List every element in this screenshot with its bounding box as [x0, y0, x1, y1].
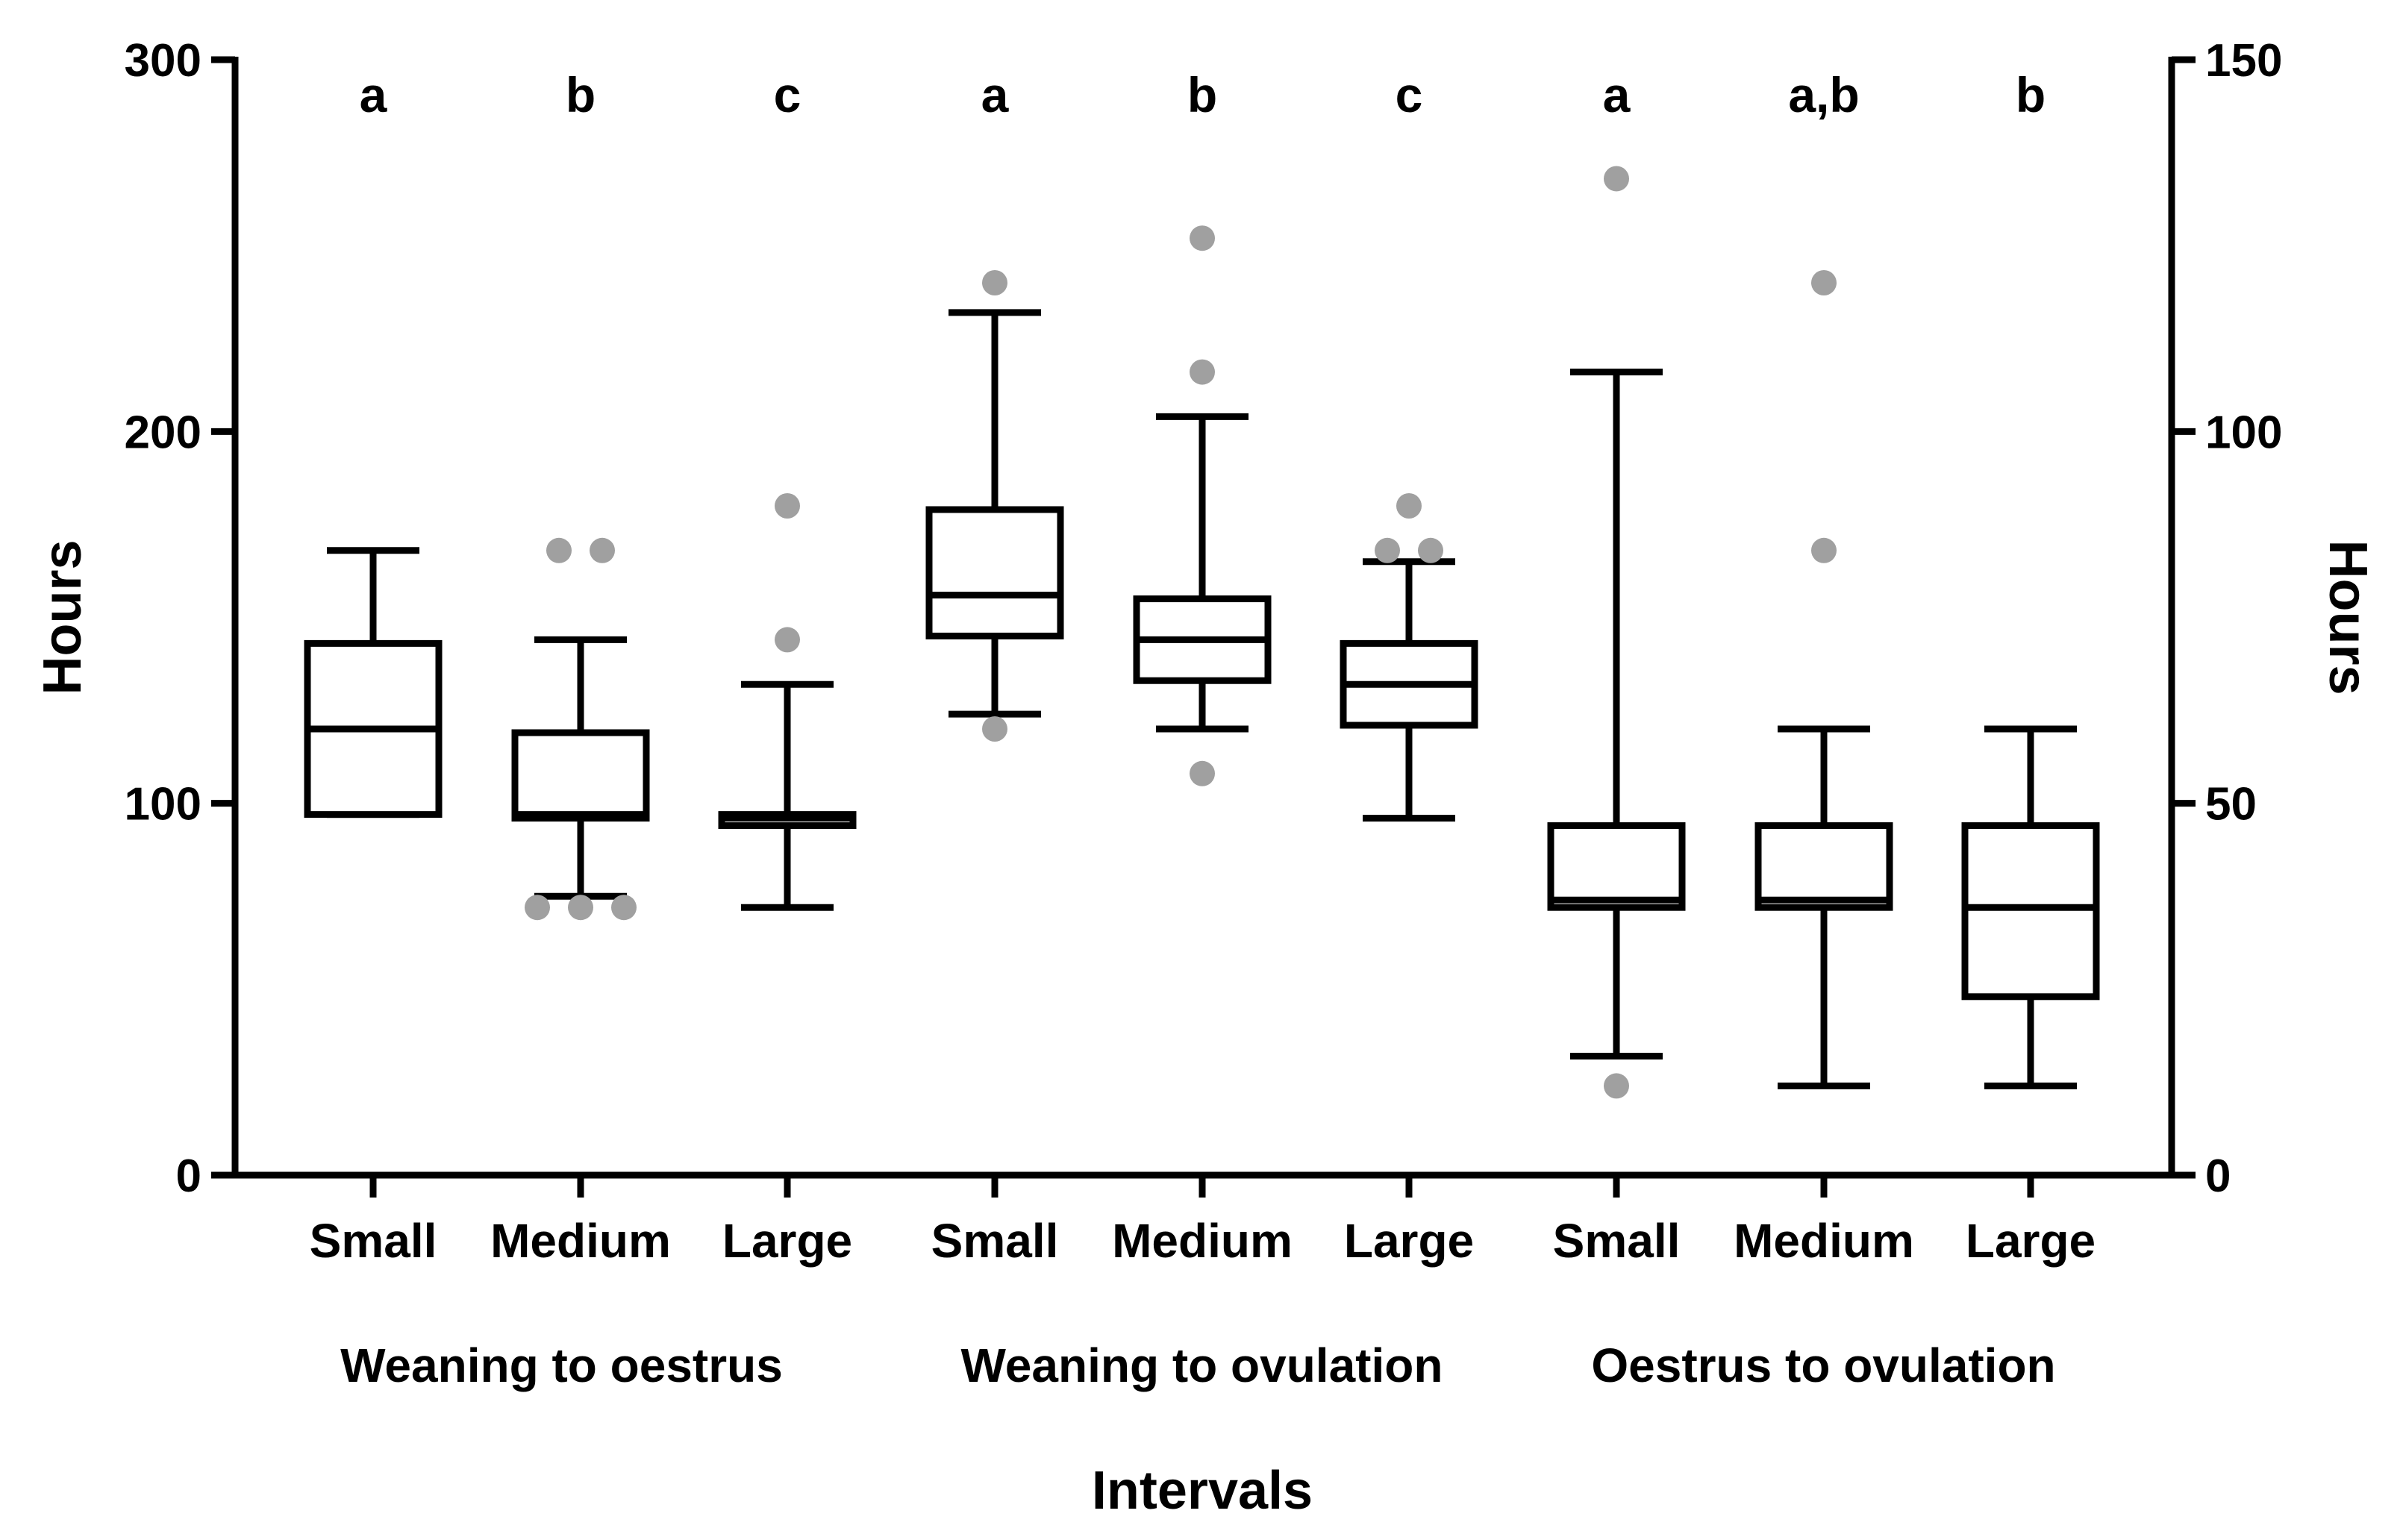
- right-y-tick-label: 150: [2205, 35, 2282, 87]
- right-y-axis-title: Hours: [2318, 539, 2378, 695]
- category-label: Medium: [1734, 1214, 1914, 1268]
- outlier-point: [1190, 359, 1215, 385]
- outlier-point: [1604, 1073, 1629, 1099]
- category-label: Small: [310, 1214, 437, 1268]
- left-y-tick-label: 200: [125, 407, 201, 458]
- box-weaning-to-ovulation-small: [925, 270, 1064, 742]
- right-y-tick-label: 100: [2205, 407, 2282, 458]
- significance-letter: a: [981, 67, 1010, 122]
- outlier-point: [525, 895, 550, 921]
- left-y-tick-label: 100: [125, 779, 201, 830]
- outlier-point: [1604, 166, 1629, 192]
- box-iqr: [1754, 822, 1893, 911]
- category-label: Small: [1553, 1214, 1681, 1268]
- box-iqr: [925, 506, 1064, 639]
- box-iqr: [511, 729, 650, 822]
- category-label: Large: [722, 1214, 852, 1268]
- category-label: Large: [1344, 1214, 1474, 1268]
- category-label: Medium: [490, 1214, 671, 1268]
- outlier-point: [590, 537, 615, 563]
- box-oestrus-to-ovulation-small: [1547, 166, 1686, 1099]
- outlier-point: [982, 716, 1007, 742]
- box-weaning-to-oestrus-medium: [511, 537, 650, 921]
- significance-letter: a: [1603, 67, 1631, 122]
- left-y-axis-title: Hours: [33, 539, 93, 695]
- outlier-point: [1190, 760, 1215, 786]
- significance-letter: b: [2016, 67, 2046, 122]
- category-label: Large: [1966, 1214, 2096, 1268]
- outlier-point: [568, 895, 593, 921]
- category-label: Small: [931, 1214, 1059, 1268]
- outlier-point: [611, 895, 637, 921]
- left-y-tick-label: 0: [176, 1151, 201, 1202]
- outlier-point: [1811, 537, 1837, 563]
- box-weaning-to-oestrus-large: [718, 493, 857, 911]
- x-axis-title: Intervals: [1092, 1461, 1313, 1521]
- outlier-point: [1811, 270, 1837, 295]
- left-y-tick-label: 300: [125, 35, 201, 87]
- outlier-point: [1375, 537, 1400, 563]
- outlier-point: [1190, 225, 1215, 251]
- category-label: Medium: [1112, 1214, 1293, 1268]
- outlier-point: [546, 537, 572, 563]
- outlier-point: [982, 270, 1007, 295]
- box-weaning-to-ovulation-large: [1340, 493, 1478, 822]
- box-oestrus-to-ovulation-large: [1961, 725, 2100, 1089]
- box-iqr: [1961, 822, 2100, 1001]
- significance-letter: a,b: [1788, 67, 1859, 122]
- boxes: [304, 166, 2100, 1099]
- box-weaning-to-oestrus-small: [304, 547, 443, 818]
- group-label: Weaning to oestrus: [340, 1339, 783, 1392]
- outlier-point: [1396, 493, 1422, 519]
- group-label: Oestrus to ovulation: [1591, 1339, 2055, 1392]
- significance-letter: c: [774, 67, 801, 122]
- significance-letter: a: [360, 67, 388, 122]
- labels: 0 100 200 300 0 50 100 150 Hours Hours Intervals a S…: [33, 35, 2378, 1521]
- right-y-tick-label: 0: [2205, 1151, 2231, 1202]
- outlier-point: [1418, 537, 1443, 563]
- outlier-point: [775, 493, 800, 519]
- group-label: Weaning to ovulation: [961, 1339, 1443, 1392]
- significance-letter: b: [566, 67, 596, 122]
- box-iqr: [1547, 822, 1686, 911]
- right-y-tick-label: 50: [2205, 779, 2257, 830]
- box-weaning-to-ovulation-medium: [1133, 225, 1272, 786]
- axes: [211, 56, 2196, 1198]
- significance-letter: b: [1187, 67, 1217, 122]
- outlier-point: [775, 627, 800, 653]
- box-oestrus-to-ovulation-medium: [1754, 270, 1893, 1089]
- significance-letter: c: [1396, 67, 1423, 122]
